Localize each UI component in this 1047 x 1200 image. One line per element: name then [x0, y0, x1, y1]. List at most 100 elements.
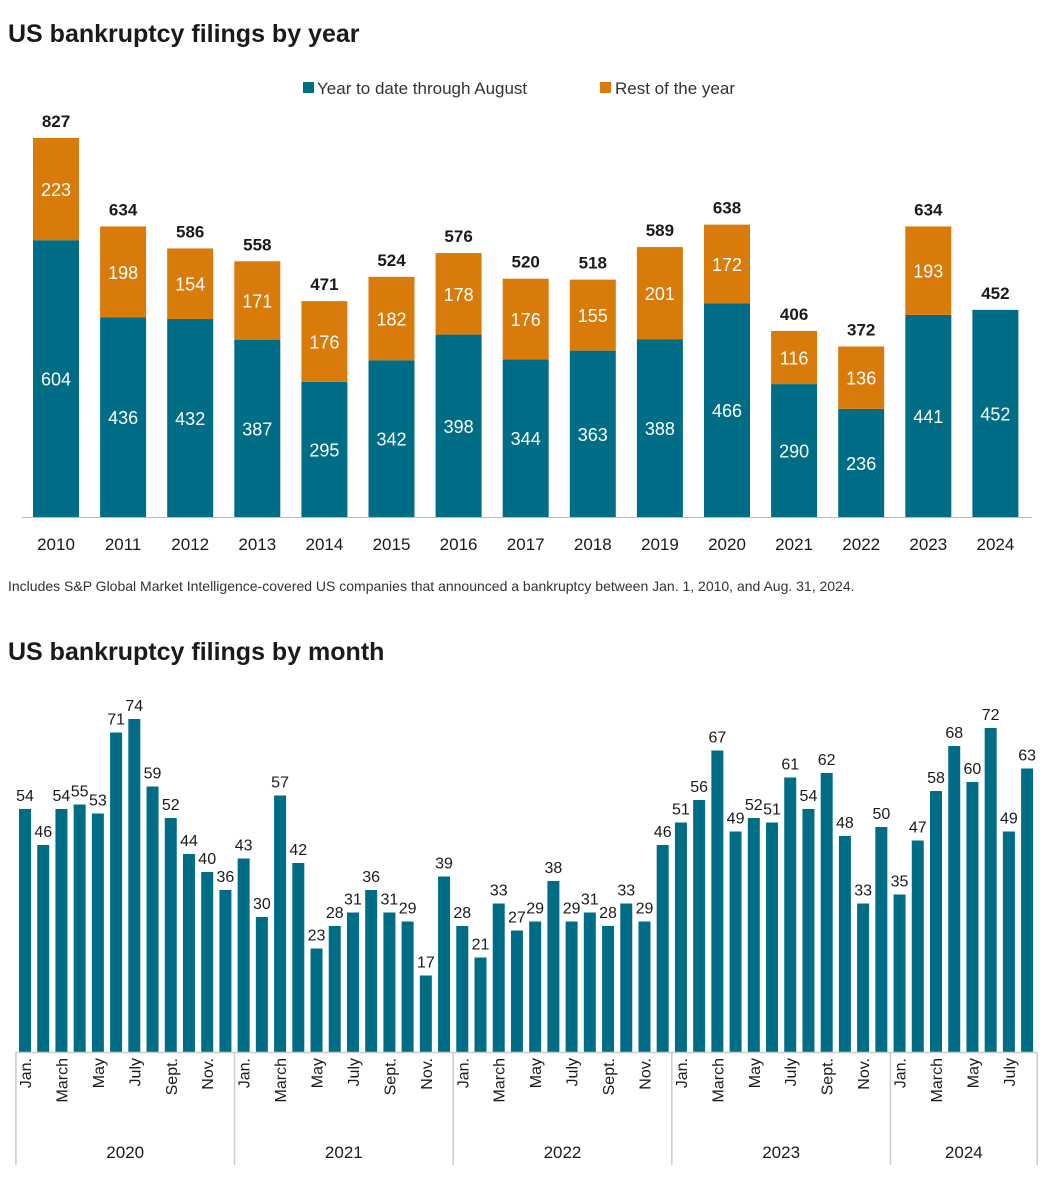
bar-2024-2 [911, 840, 924, 1052]
bar-rest-2010 [33, 138, 79, 241]
bar-2020-2 [37, 845, 50, 1052]
bar-label-ytd-2018: 363 [578, 425, 608, 445]
total-label-2023: 634 [914, 200, 943, 219]
bar-label-rest-2014: 176 [309, 332, 339, 352]
bar-rest-2019 [636, 247, 683, 340]
bar-label-2024-6: 72 [982, 707, 1000, 724]
bar-label-2021-8: 36 [362, 869, 380, 886]
bar-2021-3 [274, 795, 287, 1052]
annual-bars: 6042238272010436198634201143215458620123… [33, 112, 1019, 554]
bar-label-rest-2018: 155 [578, 306, 608, 326]
bar-label-ytd-2013: 387 [242, 419, 272, 439]
bar-2020-8 [146, 786, 159, 1052]
bar-rest-2020 [704, 224, 750, 304]
annual-footnote: Includes S&P Global Market Intelligence-… [8, 578, 855, 594]
total-label-2018: 518 [579, 254, 607, 273]
legend-label-ytd: Year to date through August [317, 79, 527, 98]
year-label-2021: 2021 [325, 1143, 363, 1162]
bar-label-ytd-2023: 441 [913, 407, 943, 427]
bar-2024-4 [948, 746, 961, 1052]
bar-label-2020-12: 36 [217, 869, 235, 886]
bar-label-2021-12: 39 [435, 856, 453, 873]
month-tick-2020-7: July [127, 1058, 144, 1086]
bar-2023-5 [747, 818, 760, 1052]
bar-2023-6 [766, 822, 779, 1052]
total-label-2010: 827 [42, 112, 70, 131]
total-label-2019: 589 [646, 221, 674, 240]
bar-label-2020-5: 53 [89, 793, 107, 810]
bar-ytd-2011 [100, 317, 147, 517]
month-tick-2022-9: Sept. [601, 1058, 618, 1095]
year-label-2024: 2024 [945, 1143, 983, 1162]
bar-label-2021-11: 17 [417, 955, 435, 972]
bar-2022-1 [456, 926, 469, 1052]
x-tick-2013: 2013 [238, 535, 276, 554]
total-label-2015: 524 [377, 251, 406, 270]
bar-label-rest-2022: 136 [846, 369, 876, 389]
x-tick-2010: 2010 [37, 535, 75, 554]
bar-label-rest-2021: 116 [780, 349, 809, 369]
bar-2022-5 [529, 921, 542, 1052]
month-tick-2020-3: March [54, 1058, 71, 1102]
bar-label-rest-2013: 171 [242, 291, 272, 311]
bar-2022-6 [547, 881, 560, 1052]
bar-2023-7 [784, 777, 797, 1052]
annual-legend: Year to date through August Rest of the … [303, 79, 735, 98]
month-tick-2023-9: Sept. [820, 1058, 837, 1095]
bar-2021-2 [255, 917, 268, 1052]
bar-label-2021-4: 42 [289, 842, 307, 859]
bar-rest-2014 [301, 301, 348, 382]
bar-2021-5 [310, 948, 323, 1052]
bar-2021-6 [328, 926, 341, 1052]
bar-2020-1 [19, 809, 31, 1052]
bar-label-rest-2020: 172 [712, 255, 742, 275]
month-tick-2022-11: Nov. [637, 1058, 654, 1090]
legend-label-rest: Rest of the year [615, 79, 735, 98]
bar-2024-7 [1002, 831, 1015, 1052]
bar-label-rest-2017: 176 [511, 310, 541, 330]
bar-2023-3 [711, 750, 724, 1052]
total-label-2022: 372 [847, 321, 875, 340]
month-tick-2024-3: March [929, 1058, 946, 1102]
total-label-2017: 520 [512, 253, 540, 272]
month-tick-2022-5: May [528, 1058, 545, 1088]
bar-ytd-2014 [301, 381, 348, 517]
bar-2020-4 [73, 804, 86, 1052]
bar-label-2023-5: 52 [745, 797, 763, 814]
bar-label-rest-2010: 223 [41, 180, 71, 200]
total-label-2012: 586 [176, 222, 204, 241]
bar-label-2023-8: 54 [800, 788, 818, 805]
bar-label-2024-7: 49 [1000, 811, 1018, 828]
bar-rest-2017 [502, 278, 549, 360]
bar-2020-7 [128, 719, 141, 1052]
bar-label-2021-5: 23 [308, 928, 326, 945]
bar-label-2023-1: 51 [672, 802, 690, 819]
bar-2021-8 [365, 890, 378, 1052]
bar-rest-2023 [905, 226, 952, 315]
legend-swatch-rest [600, 82, 611, 93]
bar-label-2022-8: 31 [581, 892, 599, 909]
bar-label-2023-11: 33 [854, 883, 872, 900]
month-tick-2021-9: Sept. [382, 1058, 399, 1095]
bar-rest-2016 [435, 253, 482, 335]
bar-label-2021-1: 43 [235, 838, 253, 855]
bar-ytd-2016 [435, 334, 482, 517]
bar-2020-3 [55, 809, 68, 1052]
month-tick-2020-1: Jan. [18, 1058, 35, 1088]
x-tick-2018: 2018 [574, 535, 612, 554]
bar-2023-9 [820, 773, 833, 1052]
month-tick-2024-1: Jan. [893, 1058, 910, 1088]
bar-ytd-2010 [33, 240, 79, 518]
bar-ytd-2015 [368, 360, 415, 517]
bar-label-ytd-2021: 290 [779, 442, 809, 462]
bar-label-2022-11: 29 [636, 901, 654, 918]
bar-label-ytd-2020: 466 [712, 401, 742, 421]
bar-label-2022-3: 33 [490, 883, 508, 900]
bar-2023-8 [802, 809, 815, 1052]
bar-label-ytd-2022: 236 [846, 454, 876, 474]
month-tick-2021-7: July [346, 1058, 363, 1086]
x-tick-2011: 2011 [105, 535, 142, 554]
bar-2023-1 [674, 822, 687, 1052]
bar-label-ytd-2016: 398 [444, 417, 474, 437]
